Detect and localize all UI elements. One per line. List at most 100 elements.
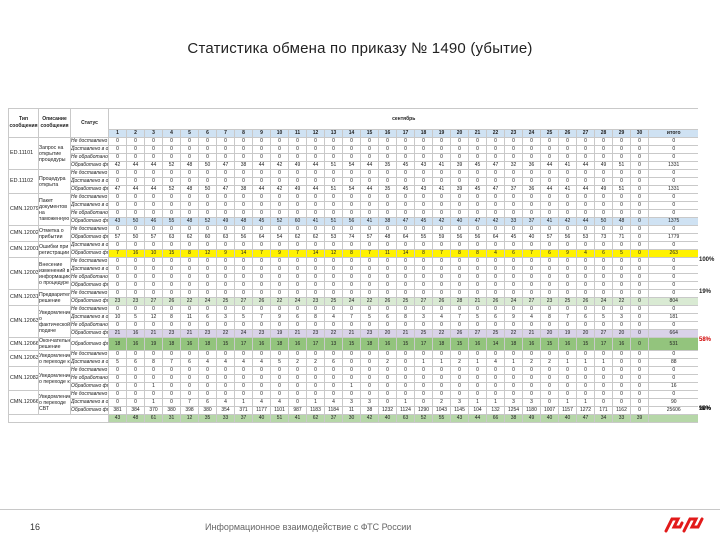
table-cell: 0 [612,209,631,218]
table-cell: 0 [432,289,451,298]
table-cell: 23 [306,329,325,338]
table-cell: 0 [414,177,433,186]
table-cell: 7 [558,313,577,322]
table-cell: 0 [198,366,217,375]
table-cell: 1 [486,398,505,407]
table-cell: 0 [522,153,541,162]
table-cell: 0 [216,281,235,290]
table-cell: 0 [288,177,307,186]
summary-cell: 33 [216,414,235,423]
table-cell: 0 [216,350,235,359]
table-cell: 0 [486,225,505,234]
table-cell: 0 [468,374,487,383]
table-cell: 2 [288,358,307,367]
table-cell: 0 [144,201,163,210]
table-cell: 17 [234,337,253,351]
table-cell: 0 [234,177,253,186]
table-cell: 48 [378,233,397,242]
table-cell: 0 [522,145,541,154]
table-cell: 1232 [378,406,397,415]
table-cell: 21 [108,329,127,338]
table-cell: 49 [594,185,613,194]
table-cell: 0 [414,193,433,202]
table-cell: 0 [108,321,127,330]
message-description: Уведомление о переходе СВТ [38,390,71,415]
table-cell: 0 [216,382,235,391]
table-cell: 0 [432,350,451,359]
table-cell: 35 [378,161,397,170]
table-cell: 21 [342,329,361,338]
table-cell: 0 [594,289,613,298]
row-total: 181 [647,313,698,322]
table-cell: 0 [324,289,343,298]
table-cell: 5 [468,313,487,322]
table-cell: 17 [414,337,433,351]
table-row: Доставлено в оп 5 6 8 7 6 4 4 4 4 5 2 2 6 0 0 2 0 1 1 2 1 4 1 2 2… [9,358,698,367]
row-status: Не доставлено в [70,193,109,202]
row-total: 0 [647,366,698,375]
table-cell: 53 [324,233,343,242]
table-cell: 0 [558,241,577,250]
table-cell: 0 [324,193,343,202]
table-cell: 44 [252,161,271,170]
table-cell: 0 [540,390,559,399]
table-cell: 0 [378,281,397,290]
table-cell: 0 [594,273,613,282]
table-cell: 0 [270,201,289,210]
table-cell: 0 [414,273,433,282]
table-cell: 0 [486,305,505,314]
table-cell: 0 [162,241,181,250]
table-cell: 0 [216,257,235,266]
row-total: 88 [647,358,698,367]
table-cell: 27 [234,297,253,306]
message-code: ED.11102 [8,169,39,194]
table-cell: 0 [522,374,541,383]
table-cell: 0 [378,137,397,146]
table-cell: 0 [306,201,325,210]
table-cell: 0 [252,225,271,234]
table-cell: 0 [324,390,343,399]
table-cell: 0 [360,281,379,290]
table-cell: 0 [414,289,433,298]
table-cell: 0 [486,350,505,359]
table-cell: 56 [558,233,577,242]
table-cell: 0 [126,265,145,274]
table-cell: 17 [306,337,325,351]
table-cell: 0 [432,321,451,330]
table-cell: 63 [162,233,181,242]
table-cell: 0 [396,305,415,314]
table-cell: 0 [576,321,595,330]
table-cell: 0 [576,145,595,154]
table-cell: 0 [234,265,253,274]
table-cell: 0 [180,305,199,314]
table-cell: 0 [162,209,181,218]
table-cell: 0 [360,153,379,162]
table-cell: 0 [162,366,181,375]
table-cell: 0 [234,289,253,298]
table-cell: 1254 [504,406,523,415]
table-cell: 42 [558,217,577,226]
table-cell: 43 [414,161,433,170]
summary-cell: 40 [252,414,271,423]
summary-cell: 52 [414,414,433,423]
table-cell: 0 [612,137,631,146]
table-cell: 8 [180,249,199,258]
table-cell: 0 [630,305,649,314]
table-cell: 47 [108,185,127,194]
table-cell: 0 [270,169,289,178]
table-cell: 0 [162,398,181,407]
table-cell: 0 [126,177,145,186]
table-cell: 0 [216,153,235,162]
table-cell: 0 [162,350,181,359]
table-cell: 6 [180,358,199,367]
table-cell: 24 [198,297,217,306]
table-cell: 0 [612,201,631,210]
table-row: CMN.12003 Внесение изменений в информацию… [8,257,698,290]
message-description: Уведомление о переходе к [38,366,71,391]
table-cell: 0 [522,366,541,375]
table-cell: 2 [432,398,451,407]
table-cell: 0 [252,382,271,391]
table-cell: 0 [630,217,649,226]
table-cell: 18 [432,337,451,351]
table-cell: 0 [378,241,397,250]
